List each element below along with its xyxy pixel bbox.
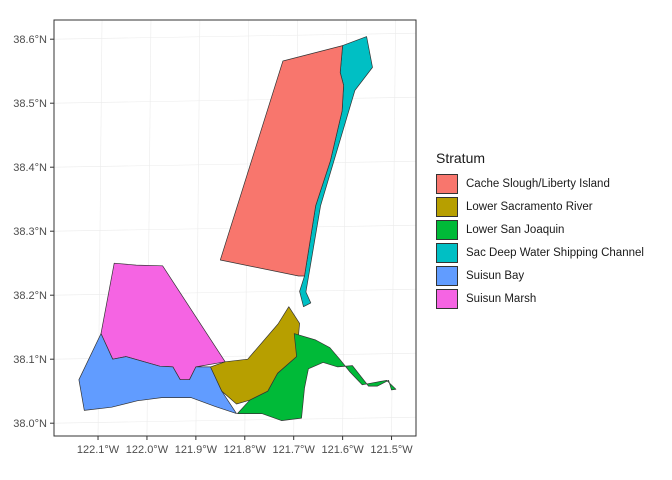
graticule-parallel: [53, 416, 417, 424]
legend-key: [436, 219, 458, 240]
legend-item: Lower Sacramento River: [436, 195, 644, 218]
y-tick-label: 38.1°N: [13, 354, 47, 366]
legend-label: Lower Sacramento River: [466, 200, 593, 213]
panel-border: [53, 19, 417, 437]
region-lower-san-joaquin: [237, 333, 397, 421]
legend-key: [436, 288, 458, 309]
legend-item: Sac Deep Water Shipping Channel: [436, 241, 644, 264]
legend-label: Sac Deep Water Shipping Channel: [466, 246, 644, 259]
strata-polygons: [78, 36, 397, 421]
region-cache-slough-liberty-island: [219, 45, 344, 277]
legend-item: Lower San Joaquin: [436, 218, 644, 241]
x-tick-label: 121.9°W: [175, 444, 218, 456]
y-tick-label: 38.0°N: [13, 418, 47, 430]
legend-label: Suisun Bay: [466, 269, 525, 282]
y-tick-label: 38.3°N: [13, 226, 47, 238]
legend-key: [436, 173, 458, 194]
legend-key: [436, 265, 458, 286]
legend-item: Suisun Marsh: [436, 287, 644, 310]
graticule-meridian: [391, 19, 396, 437]
x-tick-label: 121.7°W: [273, 444, 316, 456]
legend-items: Cache Slough/Liberty Island Lower Sacrame…: [436, 172, 644, 310]
axis-ticks: 122.1°W 122.0°W 121.9°W 121.8°W 121.7°W 121.6…: [13, 34, 413, 456]
y-tick-label: 38.4°N: [13, 162, 47, 174]
legend-item: Suisun Bay: [436, 264, 644, 287]
legend-label: Lower San Joaquin: [466, 223, 565, 236]
x-tick-label: 122.1°W: [77, 444, 120, 456]
legend: Stratum Cache Slough/Liberty Island Lower…: [436, 150, 644, 310]
x-tick-label: 121.6°W: [321, 444, 364, 456]
x-tick-label: 121.5°W: [370, 444, 413, 456]
graticule-parallel: [53, 96, 417, 104]
legend-title: Stratum: [436, 150, 486, 166]
legend-label: Cache Slough/Liberty Island: [466, 177, 610, 190]
legend-key: [436, 196, 458, 217]
x-tick-label: 121.8°W: [224, 444, 267, 456]
legend-label: Suisun Marsh: [466, 292, 537, 305]
x-tick-label: 122.0°W: [126, 444, 169, 456]
y-tick-label: 38.5°N: [13, 98, 47, 110]
legend-item: Cache Slough/Liberty Island: [436, 172, 644, 195]
graticule-parallel: [53, 160, 417, 168]
legend-key: [436, 242, 458, 263]
y-tick-label: 38.2°N: [13, 290, 47, 302]
graticule-parallel: [53, 32, 417, 40]
y-tick-label: 38.6°N: [13, 34, 47, 46]
